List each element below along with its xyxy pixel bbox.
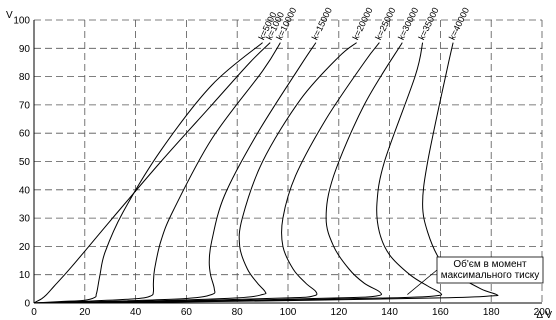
series-line xyxy=(33,42,271,304)
x-tick-label: 200 xyxy=(534,307,551,318)
axes xyxy=(33,20,542,304)
y-tick-label: 80 xyxy=(19,72,31,83)
x-tick-label: 80 xyxy=(232,307,244,318)
series-label: k=35000 xyxy=(416,6,440,42)
grid xyxy=(34,19,543,303)
annotation-text: максимального тиску xyxy=(441,270,540,281)
y-tick-label: 60 xyxy=(19,129,31,140)
y-tick-label: 30 xyxy=(19,214,31,225)
tick-labels: 0 20 40 60 80 100 120 140 160 180 200 0 10 20 30 40 50 60… xyxy=(6,10,552,320)
y-tick-label: 10 xyxy=(19,270,31,281)
x-tick-label: 160 xyxy=(432,307,449,318)
series-label: k=25000 xyxy=(373,6,397,42)
y-tick-label: 40 xyxy=(19,185,31,196)
x-tick-label: 0 xyxy=(31,307,37,318)
series-line xyxy=(33,42,263,304)
y-axis-label: V xyxy=(6,10,13,21)
x-tick-label: 100 xyxy=(280,307,297,318)
annotation-text: Об'єм в момент xyxy=(453,258,527,270)
y-tick-label: 0 xyxy=(24,299,30,310)
series-label: k=20000 xyxy=(350,6,374,42)
y-tick-label: 100 xyxy=(13,16,30,27)
series-line xyxy=(33,42,357,304)
y-tick-label: 70 xyxy=(19,100,31,111)
series-line xyxy=(33,42,403,304)
x-tick-label: 180 xyxy=(483,307,500,318)
series-label: k=40000 xyxy=(447,6,471,42)
series-label: k=15000 xyxy=(310,6,334,42)
y-tick-label: 50 xyxy=(19,157,31,168)
series-line xyxy=(33,42,281,304)
y-tick-label: 90 xyxy=(19,44,31,55)
series-line xyxy=(33,42,317,304)
series-line xyxy=(33,42,380,304)
series-line xyxy=(33,42,443,304)
y-tick-label: 20 xyxy=(19,242,31,253)
x-tick-label: 40 xyxy=(130,307,142,318)
annotation-box xyxy=(436,256,544,284)
curves xyxy=(33,42,499,304)
x-tick-label: 120 xyxy=(330,307,347,318)
x-axis-label: Δ V xyxy=(536,310,552,320)
x-tick-label: 20 xyxy=(79,307,91,318)
x-tick-label: 140 xyxy=(381,307,398,318)
series-line xyxy=(33,42,499,304)
annotation-leader xyxy=(407,269,438,295)
x-tick-label: 60 xyxy=(181,307,193,318)
